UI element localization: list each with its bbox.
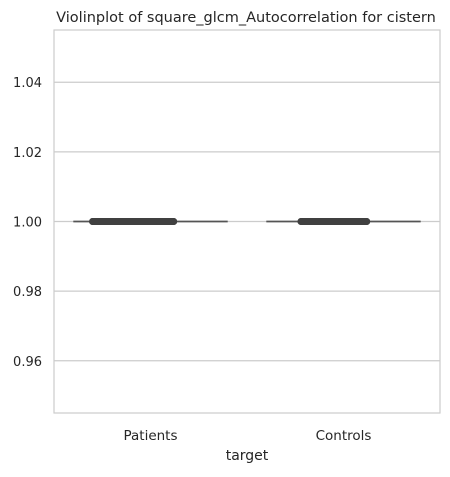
data-point — [297, 218, 305, 225]
data-point — [119, 218, 127, 225]
data-point — [354, 218, 362, 225]
data-point — [313, 218, 321, 225]
chart-title: Violinplot of square_glcm_Autocorrelatio… — [56, 10, 436, 26]
data-point — [338, 218, 346, 225]
y-tick-label: 1.04 — [13, 76, 42, 91]
data-point — [89, 218, 97, 225]
x-tick-label: Patients — [123, 428, 177, 444]
data-point — [139, 218, 147, 225]
x-tick-label: Controls — [316, 428, 372, 444]
data-point — [363, 218, 371, 225]
data-point — [99, 218, 107, 225]
data-point — [346, 218, 354, 225]
y-tick-label: 1.02 — [13, 146, 42, 161]
violin-marks — [73, 218, 421, 225]
x-axis-ticks: Patients Controls — [123, 428, 371, 444]
y-tick-label: 0.96 — [13, 355, 42, 370]
data-point — [305, 218, 313, 225]
data-point — [129, 218, 137, 225]
y-tick-label: 0.98 — [13, 285, 42, 300]
data-point — [330, 218, 338, 225]
y-axis-ticks: 0.96 0.98 1.00 1.02 1.04 — [13, 76, 42, 370]
data-point — [109, 218, 117, 225]
data-point — [160, 218, 168, 225]
plot-frame — [53, 29, 441, 414]
x-axis-label: target — [226, 448, 269, 464]
y-tick-label: 1.00 — [13, 216, 42, 231]
data-point — [322, 218, 330, 225]
data-point — [170, 218, 178, 225]
data-point — [149, 218, 157, 225]
